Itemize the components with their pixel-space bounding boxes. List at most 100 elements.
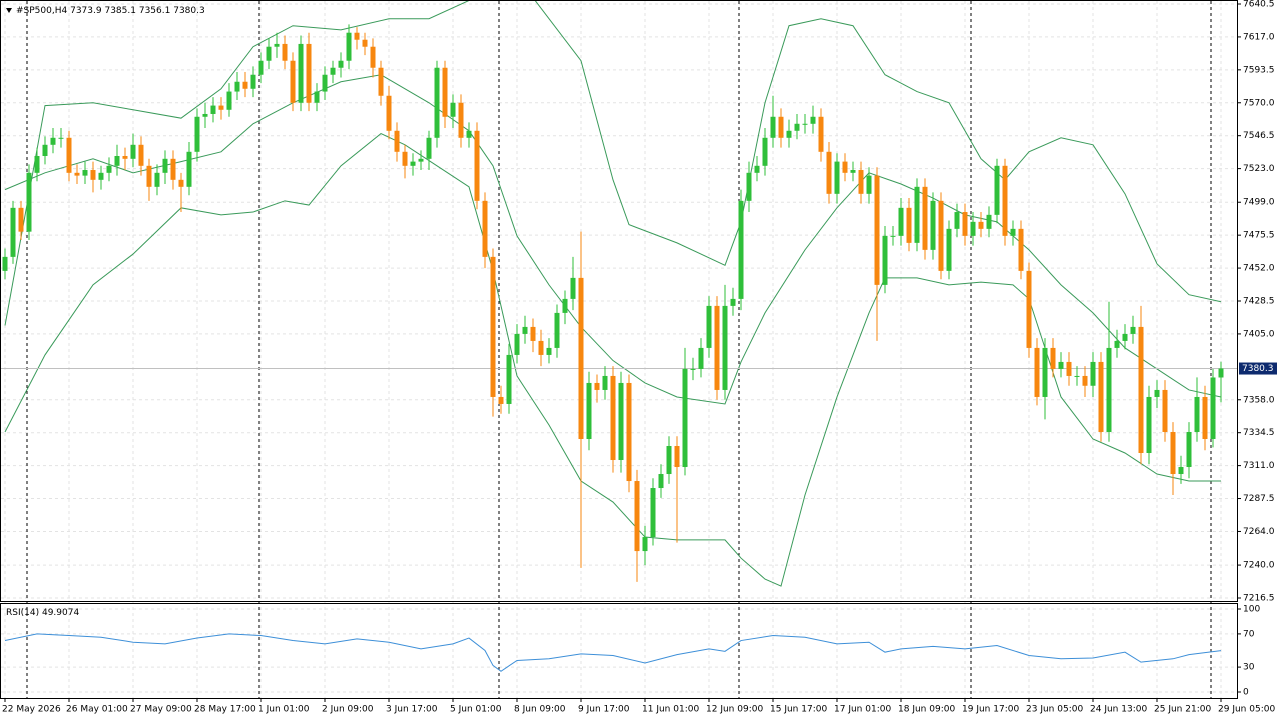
candle-body — [1082, 375, 1088, 386]
candle — [370, 38, 376, 78]
x-tick-label: 3 Jun 17:00 — [386, 705, 438, 715]
candle — [242, 71, 248, 98]
candle-body — [1106, 347, 1112, 432]
candle — [1010, 220, 1016, 246]
x-tick-label: 22 May 2026 — [2, 705, 61, 715]
x-tick-label: 29 Jun 05:00 — [1218, 705, 1275, 715]
candle — [1210, 368, 1216, 448]
candle-body — [762, 137, 768, 166]
candle-body — [586, 382, 592, 439]
x-tick-label: 5 Jun 01:00 — [450, 705, 502, 715]
candle — [1090, 352, 1096, 397]
candle-body — [634, 481, 640, 552]
candle-body — [402, 151, 408, 166]
candle — [1106, 301, 1112, 442]
candle-body — [202, 113, 208, 117]
candle — [562, 290, 568, 325]
candle — [722, 284, 728, 400]
candle — [426, 130, 432, 171]
candle-body — [1010, 228, 1016, 236]
candle-body — [546, 347, 552, 355]
candle-body — [914, 186, 920, 243]
candle-body — [930, 200, 936, 250]
x-tick-label: 28 May 17:00 — [194, 705, 256, 715]
candle-body — [274, 43, 280, 47]
candle — [114, 144, 120, 176]
candle — [554, 304, 560, 358]
candle-body — [642, 537, 648, 552]
y-tick-label: 7428.5 — [1243, 297, 1275, 307]
candle — [1050, 338, 1056, 378]
price-label-box — [1239, 362, 1277, 375]
candle — [666, 436, 672, 484]
candle-body — [394, 130, 400, 152]
candle-body — [906, 207, 912, 243]
candle-body — [106, 165, 112, 173]
collapse-icon[interactable] — [6, 8, 12, 13]
candle — [218, 97, 224, 120]
candle-body — [170, 158, 176, 180]
candle-body — [162, 158, 168, 173]
x-tick-label: 25 Jun 21:00 — [1154, 705, 1211, 715]
candle-body — [442, 67, 448, 117]
candle — [506, 343, 512, 414]
candle — [842, 153, 848, 182]
candle-body — [258, 60, 264, 75]
rsi-title: RSI(14) — [6, 608, 39, 618]
candle-body — [938, 200, 944, 271]
candle-body — [610, 375, 616, 461]
candle-body — [1130, 326, 1136, 334]
candle-body — [194, 116, 200, 152]
candle — [906, 198, 912, 252]
candle — [1122, 324, 1128, 350]
candle-body — [346, 32, 352, 61]
candle-body — [114, 156, 120, 166]
candle-body — [834, 161, 840, 194]
candle-body — [618, 382, 624, 461]
candle — [834, 153, 840, 204]
candle-body — [1210, 377, 1216, 439]
candle — [394, 122, 400, 162]
bollinger-band — [4, 1, 1222, 326]
x-tick-label: 9 Jun 17:00 — [578, 705, 630, 715]
candle — [522, 315, 528, 344]
candle-body — [266, 46, 272, 61]
candle-body — [122, 156, 128, 159]
y-tick-label: 7264.0 — [1243, 527, 1275, 537]
candle — [1154, 380, 1160, 409]
candle — [458, 94, 464, 148]
candle-body — [434, 67, 440, 138]
y-tick-label: 7216.5 — [1243, 594, 1275, 604]
y-tick-label: 0 — [1243, 688, 1249, 698]
candle-body — [338, 60, 344, 68]
candle-body — [1138, 326, 1144, 454]
candle — [34, 147, 40, 182]
x-tick-label: 12 Jun 09:00 — [706, 705, 763, 715]
candle-body — [690, 368, 696, 370]
candle — [618, 371, 624, 473]
candle — [74, 164, 80, 185]
candle-body — [66, 137, 72, 173]
x-tick-label: 15 Jun 17:00 — [770, 705, 827, 715]
candle — [146, 158, 152, 201]
candle — [386, 85, 392, 140]
candle-body — [954, 212, 960, 229]
candle — [154, 164, 160, 196]
candle — [634, 469, 640, 582]
candle-body — [658, 474, 664, 489]
candle — [306, 32, 312, 112]
candle-body — [1058, 361, 1064, 369]
candle-body — [146, 165, 152, 187]
candle — [922, 178, 928, 260]
price-frame — [0, 0, 1238, 602]
candle-body — [786, 130, 792, 138]
candle-body — [778, 116, 784, 138]
candle-body — [26, 172, 32, 232]
y-tick-label: 7475.5 — [1243, 231, 1275, 241]
candle — [58, 127, 64, 148]
candle — [586, 371, 592, 451]
candle — [290, 52, 296, 112]
candle — [706, 296, 712, 358]
candle-body — [98, 172, 104, 180]
candle — [802, 113, 808, 134]
